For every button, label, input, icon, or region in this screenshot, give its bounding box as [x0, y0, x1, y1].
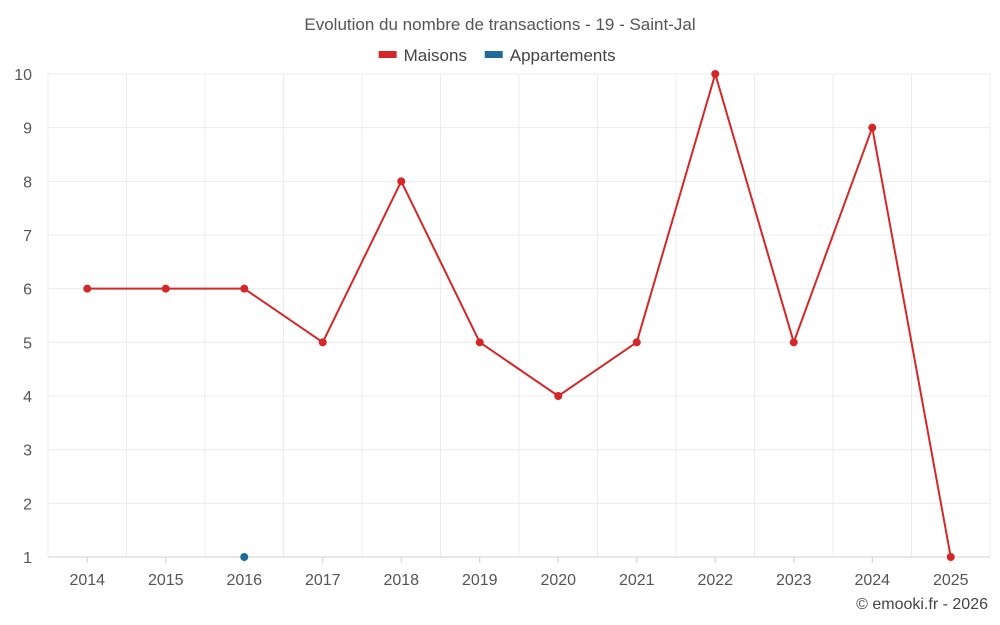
series-appartements: [240, 553, 249, 561]
data-point-maisons[interactable]: [240, 284, 249, 293]
legend-label: Maisons: [404, 46, 467, 65]
x-tick-label: 2014: [69, 572, 105, 589]
y-tick-label: 1: [23, 550, 32, 567]
data-point-maisons[interactable]: [83, 284, 92, 293]
y-tick-label: 2: [23, 496, 32, 513]
data-point-maisons[interactable]: [554, 392, 563, 400]
x-tick-label: 2018: [383, 572, 419, 589]
data-point-maisons[interactable]: [946, 553, 955, 561]
data-point-maisons[interactable]: [161, 284, 170, 293]
x-tick-label: 2015: [148, 572, 184, 589]
x-tick-label: 2020: [540, 572, 576, 589]
series-maisons: [83, 70, 955, 561]
series-group: [83, 70, 955, 561]
x-tick-label: 2021: [619, 572, 655, 589]
x-tick-label: 2025: [933, 572, 969, 589]
x-tick-label: 2019: [462, 572, 498, 589]
y-tick-label: 5: [23, 335, 32, 352]
credit-text: © emooki.fr - 2026: [856, 596, 988, 613]
data-point-maisons[interactable]: [632, 338, 641, 347]
y-tick-label: 8: [23, 174, 32, 191]
y-tick-label: 7: [23, 228, 32, 245]
data-point-appartements[interactable]: [240, 553, 249, 561]
legend-item-appartements[interactable]: Appartements: [484, 46, 616, 65]
legend[interactable]: Maisons Appartements: [378, 46, 616, 65]
data-point-maisons[interactable]: [318, 338, 327, 347]
data-point-maisons[interactable]: [711, 70, 720, 78]
legend-swatch: [484, 51, 503, 58]
grid: [47, 73, 991, 557]
y-tick-label: 10: [14, 67, 32, 84]
legend-label: Appartements: [510, 46, 616, 65]
y-tick-label: 6: [23, 282, 32, 299]
legend-item-maisons[interactable]: Maisons: [378, 46, 467, 65]
y-tick-label: 4: [23, 389, 32, 406]
x-tick-label: 2017: [305, 572, 341, 589]
y-tick-label: 3: [23, 443, 32, 460]
axes: 1 2 3 4 5 6 7 8 9 10 2014 2015 2016 2017 2018 2019 2020 2…: [14, 67, 990, 589]
x-tick-label: 2022: [697, 572, 733, 589]
data-point-maisons[interactable]: [868, 123, 877, 132]
data-point-maisons[interactable]: [475, 338, 484, 347]
x-tick-label: 2016: [226, 572, 262, 589]
x-tick-label: 2023: [776, 572, 812, 589]
data-point-maisons[interactable]: [789, 338, 798, 347]
series-line-maisons: [87, 73, 952, 558]
x-tick-label: 2024: [854, 572, 890, 589]
legend-swatch: [378, 51, 397, 58]
chart-title: Evolution du nombre de transactions - 19…: [304, 15, 695, 34]
data-point-maisons[interactable]: [397, 177, 406, 186]
y-tick-label: 9: [23, 121, 32, 138]
